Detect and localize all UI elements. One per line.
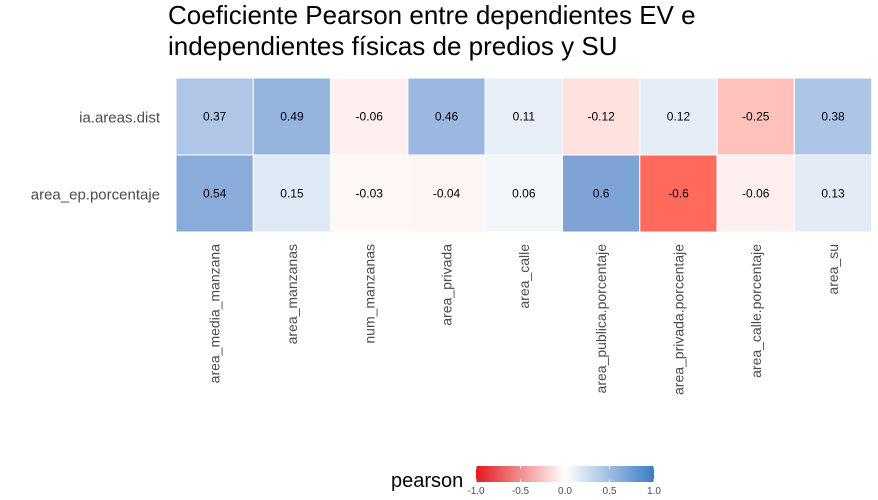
heatmap-cell <box>175 77 254 156</box>
heatmap-cell <box>562 77 641 156</box>
x-axis-tick-labels: area_media_manzana area_manzanas num_manza… <box>207 244 841 395</box>
heatmap-cell <box>252 77 332 156</box>
heatmap-cell <box>252 154 332 233</box>
heatmap-cell <box>716 154 795 233</box>
heatmap-cell <box>562 154 641 233</box>
heatmap-cell <box>175 154 254 233</box>
cell-value-label: 0.38 <box>821 110 845 124</box>
cell-value-label: -0.06 <box>742 187 770 201</box>
chart-title: Coeficiente Pearson entre dependientes E… <box>168 0 696 61</box>
heatmap-cell <box>330 77 409 156</box>
legend-tick-label: -1.0 <box>467 486 485 497</box>
heatmap-cell <box>716 77 795 156</box>
x-tick-label: area_media_manzana <box>207 244 223 384</box>
x-tick-label: area_manzanas <box>284 244 300 344</box>
x-tick-label: area_privada.porcentaje <box>670 244 686 395</box>
cell-value-label: -0.6 <box>668 187 689 201</box>
cell-value-label: 0.12 <box>667 110 691 124</box>
cell-value-label: -0.04 <box>433 187 461 201</box>
heatmap-cells <box>175 77 873 233</box>
legend-tick-marks <box>475 466 655 482</box>
cell-value-label: 0.13 <box>821 187 845 201</box>
heatmap-cell <box>407 154 486 233</box>
x-tick-label: num_manzanas <box>361 244 377 344</box>
cell-value-label: 0.06 <box>512 187 536 201</box>
cell-value-label: 0.37 <box>203 110 227 124</box>
legend-tick-label: 1.0 <box>647 486 661 497</box>
cell-value-label: 0.54 <box>203 187 227 201</box>
cell-value-label: -0.06 <box>356 110 384 124</box>
heatmap-cell <box>484 77 564 156</box>
cell-value-label: 0.11 <box>513 110 536 124</box>
cell-value-label: 0.49 <box>280 110 304 124</box>
heatmap-cell <box>793 77 873 156</box>
legend-tick-label: -0.5 <box>512 486 530 497</box>
legend-title: pearson <box>391 470 464 492</box>
y-axis-tick-labels: ia.areas.dist area_ep.porcentaje <box>31 110 161 204</box>
heatmap-cell <box>639 154 718 233</box>
legend-tick-labels: -1.0 -0.5 0.0 0.5 1.0 <box>467 486 661 497</box>
heatmap-cell <box>639 77 718 156</box>
x-tick-label: area_privada <box>439 244 455 326</box>
color-legend: -1.0 -0.5 0.0 0.5 1.0 <box>467 466 661 497</box>
x-tick-label: area_calle.porcentaje <box>748 244 764 378</box>
x-tick-label: area_publica.porcentaje <box>593 244 609 394</box>
legend-tick-label: 0.0 <box>558 486 572 497</box>
cell-value-label: -0.12 <box>587 110 615 124</box>
heatmap-cell <box>484 154 564 233</box>
legend-tick-label: 0.5 <box>603 486 617 497</box>
x-tick-label: area_calle <box>516 244 532 309</box>
cell-value-label: 0.46 <box>435 110 459 124</box>
y-tick-label: area_ep.porcentaje <box>31 187 160 204</box>
legend-colorbar <box>476 466 654 482</box>
y-tick-label: ia.areas.dist <box>79 110 161 127</box>
cell-value-label: -0.25 <box>742 110 770 124</box>
cell-value-label: 0.15 <box>280 187 304 201</box>
heatmap-cell-labels: 0.37 0.49 -0.06 0.46 0.11 -0.12 0.12 -0.25 0.38 0… <box>203 110 845 201</box>
cell-value-label: -0.03 <box>356 187 384 201</box>
cell-value-label: 0.6 <box>593 187 610 201</box>
heatmap-cell <box>793 154 873 233</box>
x-tick-label: area_su <box>825 244 841 295</box>
heatmap-cell <box>330 154 409 233</box>
